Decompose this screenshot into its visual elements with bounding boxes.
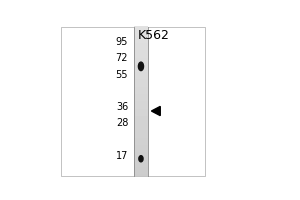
- Text: 72: 72: [116, 53, 128, 63]
- Polygon shape: [152, 106, 160, 116]
- Text: 17: 17: [116, 151, 128, 161]
- Text: 55: 55: [116, 70, 128, 80]
- Ellipse shape: [139, 156, 143, 162]
- FancyBboxPatch shape: [61, 27, 205, 176]
- Text: K562: K562: [138, 29, 170, 42]
- Ellipse shape: [138, 62, 143, 71]
- Text: 28: 28: [116, 118, 128, 128]
- Text: 36: 36: [116, 102, 128, 112]
- Text: 95: 95: [116, 37, 128, 47]
